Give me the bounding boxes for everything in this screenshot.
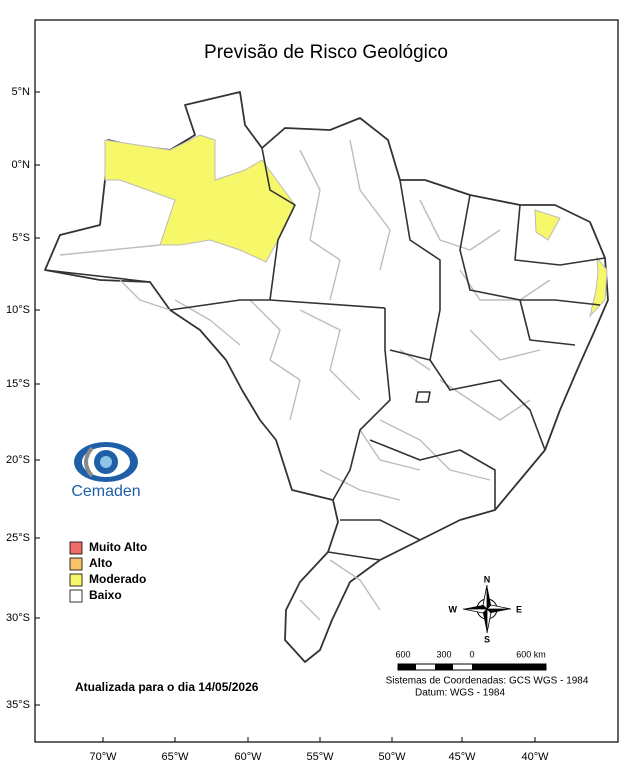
scale-label: 600 km: [516, 649, 546, 659]
compass-east: E: [516, 604, 522, 614]
longitude-label: 65°W: [161, 751, 189, 763]
compass-north: N: [484, 574, 491, 584]
scale-bar: 600 300 0 600 km: [395, 649, 547, 671]
latitude-label: 25°S: [6, 532, 30, 544]
legend-label: Baixo: [89, 588, 122, 602]
legend: Muito Alto Alto Moderado Baixo: [69, 540, 147, 603]
legend-label: Moderado: [89, 572, 146, 586]
compass-west: W: [449, 604, 458, 614]
latitude-label: 10°S: [6, 304, 30, 316]
longitude-label: 40°W: [521, 751, 549, 763]
update-date: Atualizada para o dia 14/05/2026: [75, 680, 259, 694]
longitude-label: 45°W: [448, 751, 476, 763]
graticule-labels: 5°N 0°N 5°S 10°S 15°S 20°S 25°S 30°S 35°S 70°W 65°…: [6, 86, 549, 763]
longitude-label: 60°W: [234, 751, 262, 763]
scale-label: 600: [395, 649, 410, 659]
legend-swatch: [69, 589, 83, 603]
legend-label: Muito Alto: [89, 540, 147, 554]
latitude-label: 35°S: [6, 699, 30, 711]
longitude-label: 50°W: [378, 751, 406, 763]
datum: Datum: WGS - 1984: [415, 688, 505, 699]
legend-swatch: [69, 573, 83, 587]
longitude-label: 70°W: [89, 751, 117, 763]
legend-label: Alto: [89, 556, 112, 570]
latitude-label: 20°S: [6, 454, 30, 466]
compass-south: S: [484, 634, 490, 644]
logo: Cemaden: [71, 442, 141, 500]
latitude-label: 15°S: [6, 378, 30, 390]
scale-label: 300: [436, 649, 451, 659]
logo-text: Cemaden: [71, 483, 140, 500]
latitude-label: 30°S: [6, 612, 30, 624]
state-boundaries: [44, 147, 606, 561]
coordinate-system: Sistemas de Coordenadas: GCS WGS - 1984: [386, 676, 589, 687]
map-title: Previsão de Risco Geológico: [204, 42, 448, 63]
latitude-label: 5°N: [12, 86, 31, 98]
latitude-label: 5°S: [12, 232, 30, 244]
municipal-boundaries: [59, 139, 551, 621]
scale-label: 0: [469, 649, 474, 659]
moderate-areas: [104, 134, 608, 318]
longitude-label: 55°W: [306, 751, 334, 763]
legend-swatch: [69, 557, 83, 571]
legend-swatch: [69, 541, 83, 555]
latitude-label: 0°N: [12, 159, 31, 171]
compass-rose: N S E W: [449, 574, 523, 644]
